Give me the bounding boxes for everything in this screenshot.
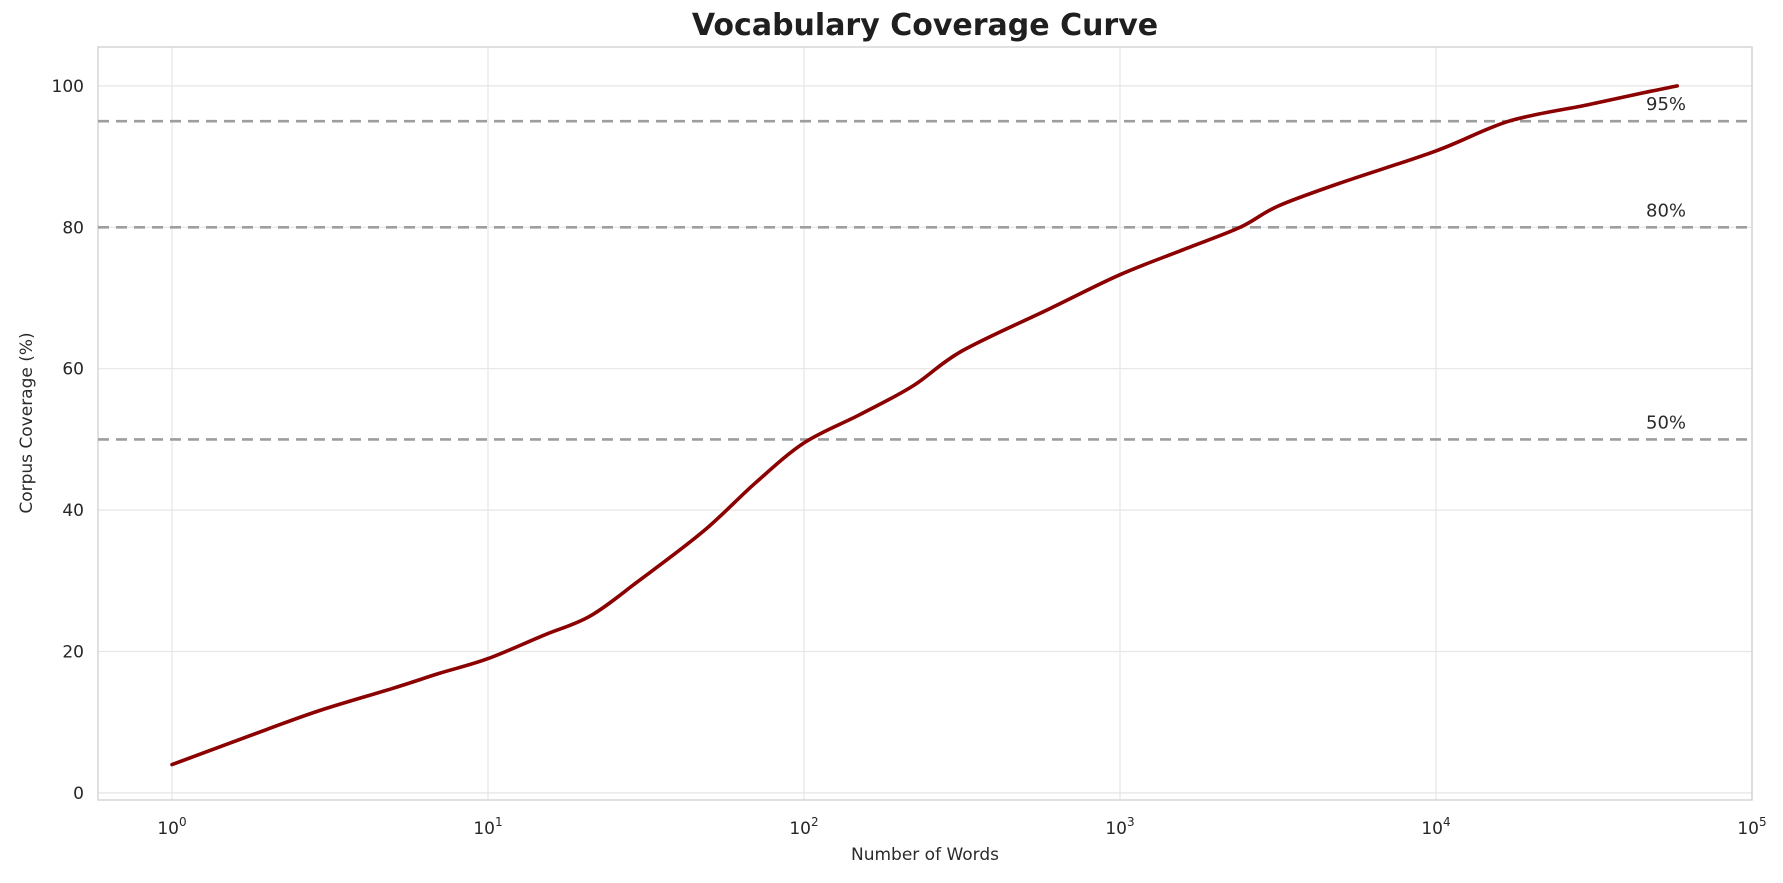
y-tick-label: 0 — [73, 784, 84, 804]
axes-border — [97, 46, 1753, 801]
x-tick-label: 101 — [473, 815, 502, 839]
y-axis-label: Corpus Coverage (%) — [17, 332, 37, 514]
x-tick-label: 103 — [1105, 815, 1134, 839]
y-tick-label: 40 — [62, 501, 84, 521]
x-tick-label: 100 — [157, 815, 186, 839]
y-tick-label: 20 — [62, 643, 84, 663]
x-tick-label: 104 — [1421, 815, 1450, 839]
x-axis-label: Number of Words — [850, 845, 1000, 865]
y-tick-label: 60 — [62, 360, 84, 380]
reference-label-80: 80% — [1646, 200, 1686, 221]
chart-title: Vocabulary Coverage Curve — [691, 8, 1159, 43]
x-tick-label: 102 — [789, 815, 818, 839]
y-tick-label: 80 — [62, 218, 84, 238]
x-tick-label: 105 — [1737, 815, 1766, 839]
coverage-curve — [170, 84, 1679, 767]
reference-label-50: 50% — [1646, 412, 1686, 433]
reference-label-95: 95% — [1646, 94, 1686, 115]
y-tick-label: 100 — [52, 77, 84, 97]
